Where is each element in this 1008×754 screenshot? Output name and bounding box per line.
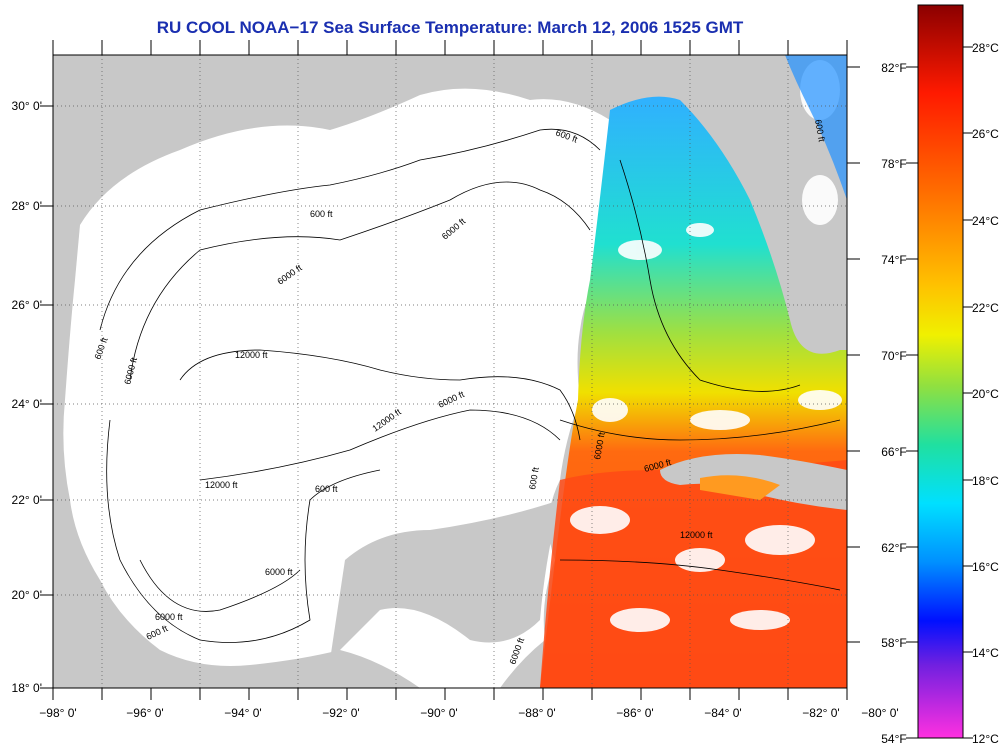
celsius-labels: 28°C 26°C 24°C 22°C 20°C 18°C 16°C 14°C … xyxy=(972,41,999,746)
fahrenheit-label: 62°F xyxy=(881,541,906,555)
contour-label: 600 ft xyxy=(315,484,338,494)
longitude-label: −94° 0' xyxy=(224,706,261,720)
longitude-label: −80° 0' xyxy=(861,706,898,720)
celsius-label: 18°C xyxy=(972,474,999,488)
longitude-label: −90° 0' xyxy=(420,706,457,720)
florida-land xyxy=(670,55,847,370)
longitude-label: −96° 0' xyxy=(126,706,163,720)
celsius-label: 22°C xyxy=(972,301,999,315)
celsius-label: 12°C xyxy=(972,732,999,746)
color-bar xyxy=(917,4,964,739)
fahrenheit-label: 54°F xyxy=(881,732,906,746)
fahrenheit-label: 74°F xyxy=(881,253,906,267)
longitude-label: −98° 0' xyxy=(39,706,76,720)
latitude-label: 28° 0' xyxy=(12,199,42,213)
latitude-label: 18° 0' xyxy=(12,681,42,695)
yucatan-land xyxy=(330,500,560,660)
celsius-label: 20°C xyxy=(972,387,999,401)
celsius-label: 26°C xyxy=(972,127,999,141)
latitude-label: 20° 0' xyxy=(12,588,42,602)
fahrenheit-label: 70°F xyxy=(881,349,906,363)
longitude-label: −82° 0' xyxy=(802,706,839,720)
celsius-label: 28°C xyxy=(972,41,999,55)
latitude-label: 30° 0' xyxy=(12,99,42,113)
map-border xyxy=(52,54,848,689)
fahrenheit-labels: 82°F 78°F 74°F 70°F 66°F 62°F 58°F 54°F xyxy=(881,61,906,746)
contour-label: 600 ft xyxy=(813,119,827,143)
latitude-label: 26° 0' xyxy=(12,298,42,312)
longitude-label: −86° 0' xyxy=(616,706,653,720)
contour-label: 6000 ft xyxy=(155,612,183,622)
latitude-label: 24° 0' xyxy=(12,397,42,411)
celsius-label: 16°C xyxy=(972,560,999,574)
contour-label: 12000 ft xyxy=(205,480,238,490)
longitude-label: −92° 0' xyxy=(322,706,359,720)
longitude-label: −84° 0' xyxy=(704,706,741,720)
contour-label: 12000 ft xyxy=(235,350,268,360)
celsius-label: 24°C xyxy=(972,214,999,228)
celsius-label: 14°C xyxy=(972,646,999,660)
contour-label: 6000 ft xyxy=(592,431,607,460)
fahrenheit-label: 78°F xyxy=(881,157,906,171)
fahrenheit-label: 58°F xyxy=(881,636,906,650)
latitude-labels: 30° 0' 28° 0' 26° 0' 24° 0' 22° 0' 20° 0… xyxy=(12,99,42,695)
longitude-label: −88° 0' xyxy=(518,706,555,720)
contour-label: 600 ft xyxy=(527,466,541,490)
longitude-labels: −98° 0' −96° 0' −94° 0' −92° 0' −90° 0' … xyxy=(39,706,898,720)
fahrenheit-label: 66°F xyxy=(881,445,906,459)
graticule xyxy=(53,55,847,688)
latitude-label: 22° 0' xyxy=(12,493,42,507)
contour-label: 600 ft xyxy=(310,209,333,219)
contour-label: 12000 ft xyxy=(680,530,713,540)
fahrenheit-label: 82°F xyxy=(881,61,906,75)
contour-label: 6000 ft xyxy=(265,567,293,577)
map-title: RU COOL NOAA−17 Sea Surface Temperature:… xyxy=(156,18,744,37)
